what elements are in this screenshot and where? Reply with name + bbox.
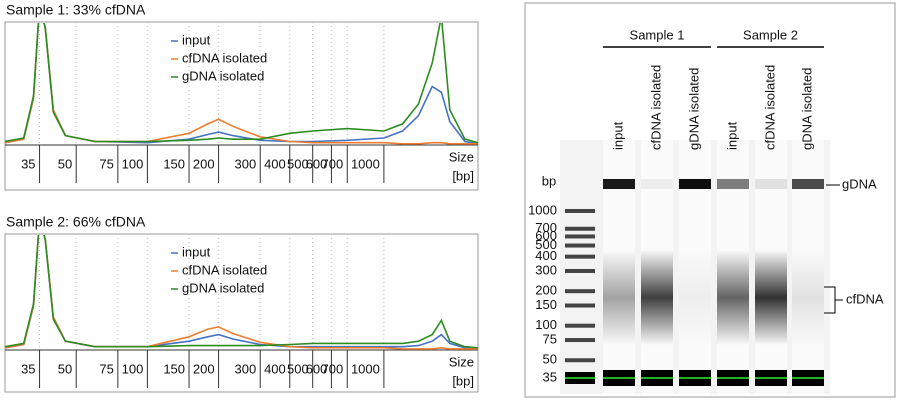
ladder-label: 75 [543,331,557,346]
group-label: Sample 1 [630,27,685,42]
ladder-band [565,289,595,294]
cfdna-smear [603,250,635,345]
gdna-band [755,179,787,189]
ladder-label: 500 [535,237,557,252]
cfdna-smear [641,250,673,345]
legend-label: cfDNA isolated [182,262,267,277]
ladder-label: 200 [535,283,557,298]
x-tick-label: 300 [235,361,257,376]
lane-label: cfDNA isolated [762,65,777,150]
x-tick-label: 600 [306,361,328,376]
x-tick-label: 150 [163,361,185,376]
x-tick-label: 200 [193,361,215,376]
trace-line [5,23,478,144]
cfdna-smear [755,250,787,345]
cfdna-smear [792,250,824,345]
ladder-band [565,254,595,259]
legend-label: input [182,32,211,47]
gdna-band [641,179,673,189]
x-tick-label: 600 [306,156,328,171]
ladder-band [565,209,595,213]
ladder-band [565,268,595,273]
trace-line [5,235,478,349]
x-tick-label: 200 [193,156,215,171]
panel-frame [4,21,479,191]
x-tick-label: 35 [21,156,35,171]
x-tick-label: 500 [287,156,309,171]
x-axis-label: Size [449,149,474,164]
cfdna-bracket [824,286,843,314]
legend-label: gDNA isolated [182,280,264,295]
ladder-label: 150 [535,297,557,312]
ladder-band [565,323,595,328]
x-tick-label: 50 [58,361,72,376]
gdna-band [679,179,711,189]
ladder-label: 700 [535,220,557,235]
lane-label: input [610,121,625,150]
x-tick-label: 75 [99,361,113,376]
ladder-label: 300 [535,262,557,277]
x-tick-label: 50 [58,156,72,171]
x-tick-label: 100 [122,156,144,171]
x-axis-label: Size [449,354,474,369]
panel-title: Sample 2: 66% cfDNA [6,214,146,230]
gdna-band [717,179,749,189]
ladder-band [565,358,595,363]
ladder-band [565,243,595,248]
panel-title: Sample 1: 33% cfDNA [6,2,146,18]
ladder-label: 600 [535,228,557,243]
cfdna-smear [679,250,711,345]
group-label: Sample 2 [743,27,798,42]
legend-label: gDNA isolated [182,68,264,83]
ladder-label: 400 [535,248,557,263]
ladder-band [565,338,595,343]
x-tick-label: 400 [264,156,286,171]
legend-label: input [182,244,211,259]
x-tick-label: 35 [21,361,35,376]
x-tick-label: 150 [163,156,185,171]
band-label: cfDNA [846,291,884,306]
panel-frame [4,233,479,393]
ladder-band [565,226,595,231]
lane-label: input [724,121,739,150]
lane-label: cfDNA isolated [648,65,663,150]
x-tick-label: 400 [264,361,286,376]
x-axis-unit: [bp] [452,373,474,388]
gdna-band [792,179,824,189]
band-label: gDNA [842,176,877,191]
lane-label: gDNA isolated [686,68,701,150]
cfdna-smear [717,250,749,345]
ladder-label: 50 [543,352,557,367]
x-tick-label: 300 [235,156,257,171]
gdna-band [603,179,635,189]
x-tick-label: 75 [99,156,113,171]
ladder-label: 100 [535,317,557,332]
x-tick-label: 700 [322,361,344,376]
x-tick-label: 1000 [351,156,380,171]
lane-label: gDNA isolated [799,68,814,150]
x-tick-label: 1000 [351,361,380,376]
ladder-label: 35 [543,369,557,384]
x-tick-label: 700 [322,156,344,171]
legend-label: cfDNA isolated [182,50,267,65]
ladder-band [565,234,595,239]
ladder-unit: bp [542,173,556,188]
x-tick-label: 100 [122,361,144,376]
ladder-band [565,303,595,308]
ladder-label: 1000 [528,202,557,217]
x-tick-label: 500 [287,361,309,376]
x-axis-unit: [bp] [452,168,474,183]
